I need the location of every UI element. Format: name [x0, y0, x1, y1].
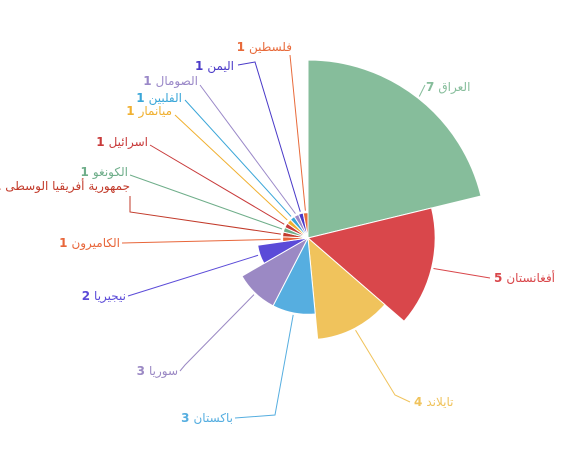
slice-label-value: 3 — [137, 364, 145, 378]
slice-label-value: 1 — [237, 40, 245, 54]
slice-label-value: 3 — [181, 411, 189, 425]
slice-label-value: 1 — [143, 74, 151, 88]
slice-label: 7 العراق — [426, 80, 470, 95]
slice-label: 4 تايلاند — [414, 395, 454, 409]
slice-label-value: 1 — [0, 179, 1, 193]
slice-label-name: تايلاند — [426, 395, 453, 409]
slice-label: 1 ميانمار — [126, 104, 172, 119]
leader-line — [129, 196, 281, 235]
leader-line — [418, 84, 426, 97]
slice-label-name: اليمن — [207, 59, 234, 74]
slice-label-name: باكستان — [193, 411, 233, 425]
slice-label: 1 الصومال — [143, 74, 198, 89]
slice-label-value: 7 — [426, 80, 434, 94]
slice-label-value: 4 — [414, 395, 422, 409]
slice-label-value: 1 — [136, 91, 144, 105]
leader-line — [289, 54, 306, 211]
slice-label-value: 2 — [82, 289, 90, 303]
slice-label: 1 الكاميرون — [59, 236, 120, 251]
slice-label-name: سوريا — [149, 364, 178, 379]
leader-line — [355, 329, 411, 403]
slice-label-value: 5 — [494, 271, 502, 285]
slice-label: 5 أفغانستان — [494, 270, 555, 285]
rose-slice — [302, 212, 309, 239]
slice-label-name: الكونغو — [92, 165, 128, 180]
leader-line — [129, 174, 283, 230]
rose-slice — [241, 236, 310, 307]
rose-slice — [306, 207, 436, 322]
slice-label-value: 1 — [80, 165, 88, 179]
leader-line — [174, 114, 288, 221]
leader-line — [237, 61, 301, 212]
slice-label-value: 1 — [126, 104, 134, 118]
slice-label: 1 جمهورية أفريقيا الوسطى — [0, 178, 130, 194]
slice-label: 3 باكستان — [181, 411, 233, 425]
slice-label-value: 1 — [96, 135, 104, 149]
slice-label-name: الكاميرون — [71, 236, 120, 251]
slice-label: 3 سوريا — [137, 364, 178, 379]
rose-slice — [307, 59, 482, 239]
leader-line — [149, 144, 285, 225]
leader-line — [199, 84, 296, 214]
slice-label: 1 اليمن — [195, 59, 234, 74]
slice-label-value: 1 — [195, 59, 203, 73]
slice-label-name: الصومال — [156, 74, 198, 89]
leader-line — [121, 238, 281, 244]
slice-label-value: 1 — [59, 236, 67, 250]
slice-label: 1 الفلبين — [136, 91, 182, 106]
rose-slice — [307, 236, 386, 340]
leader-line — [184, 99, 292, 217]
slice-label: 1 الكونغو — [80, 165, 128, 180]
leader-line — [179, 294, 255, 372]
slice-label-name: ميانمار — [138, 104, 172, 119]
leader-line — [234, 314, 294, 419]
leader-line — [433, 267, 491, 279]
slice-label: 2 نيجيريا — [82, 289, 126, 304]
slice-label-name: العراق — [438, 80, 470, 95]
slice-label-name: اسرائيل — [109, 135, 148, 150]
slice-label-name: أفغانستان — [506, 270, 555, 285]
slice-label: 1 اسرائيل — [96, 135, 148, 150]
slice-label-name: الفلبين — [149, 91, 182, 106]
slice-label-name: فلسطين — [249, 40, 292, 55]
rose-slice — [257, 237, 309, 265]
slice-label-name: جمهورية أفريقيا الوسطى — [5, 178, 130, 194]
leader-line — [127, 254, 259, 297]
slice-label: 1 فلسطين — [237, 40, 292, 55]
slice-label-name: نيجيريا — [94, 289, 126, 304]
